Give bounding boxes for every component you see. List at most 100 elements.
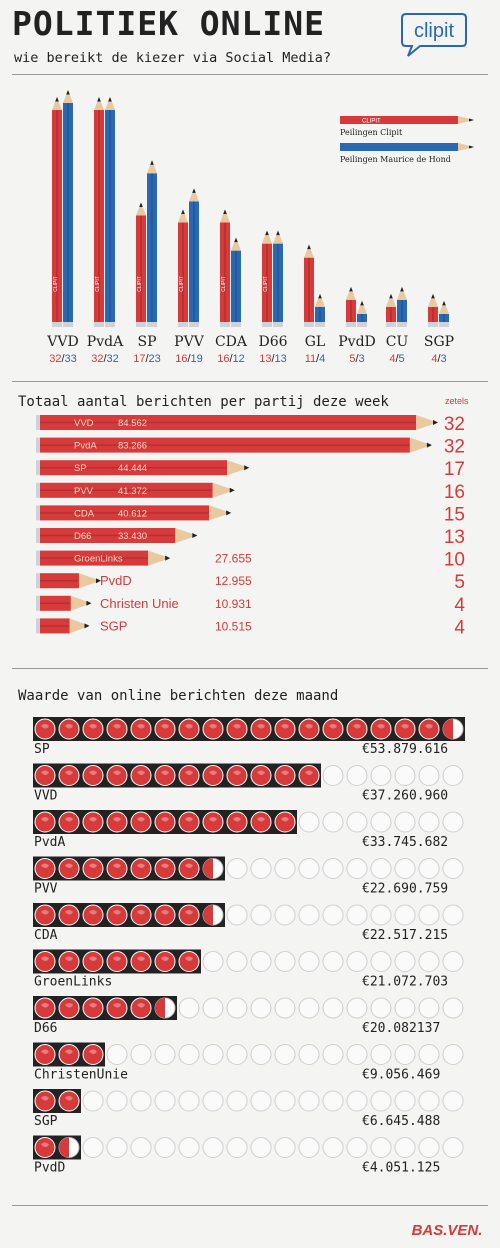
coin-row-pvda	[33, 810, 464, 834]
message-value-label: 12.955	[215, 574, 252, 588]
coin-shine	[425, 724, 433, 729]
coin-shine	[233, 817, 241, 822]
coin-full	[322, 718, 344, 740]
message-pencil-christen-unie-ferrule	[36, 595, 40, 611]
coin-shine	[281, 770, 289, 775]
seat-separator: /	[355, 353, 359, 365]
seat-separator: /	[271, 353, 275, 365]
coin-full	[130, 997, 152, 1019]
coin-empty	[442, 951, 464, 972]
messages-chart: Totaal aantal berichten per partij deze …	[0, 388, 500, 658]
category-label-cu: CU	[386, 334, 409, 350]
coin-empty	[250, 1044, 272, 1065]
coin-empty	[322, 858, 344, 879]
coin-empty	[442, 904, 464, 926]
coin-shine	[305, 724, 313, 729]
coin-full	[298, 765, 320, 786]
coin-full	[226, 765, 248, 786]
coin-shine	[89, 863, 97, 868]
coin-full	[418, 718, 440, 740]
message-pencil-pvda	[36, 437, 432, 453]
message-pencil-d66-ferrule	[36, 528, 40, 543]
coin-empty	[322, 1044, 344, 1065]
pencil-hond-gl-body	[315, 306, 325, 322]
coin-shine	[161, 770, 169, 775]
coin-empty	[322, 997, 344, 1019]
message-pencil-groenlinks-tip	[148, 550, 171, 566]
pencil-hond-pvv	[189, 188, 199, 327]
legend-label-hond: Peilingen Maurice de Hond	[340, 155, 451, 164]
coin-full	[394, 718, 416, 740]
pencil-clipit-cu	[386, 293, 396, 327]
coin-empty	[106, 1044, 128, 1065]
coin-empty	[226, 904, 248, 926]
pencil-clipit-gl-body	[304, 257, 314, 322]
coin-empty	[178, 1090, 200, 1112]
pencil-clipit-pvdd	[346, 286, 356, 327]
message-pencil-sgp-tip	[69, 618, 90, 634]
coin-empty	[154, 1090, 176, 1112]
pencil-hond-pvda-ferrule	[105, 322, 115, 327]
seat-clipit-value: 13	[259, 353, 271, 365]
coin-empty	[322, 1090, 344, 1112]
coin-half	[443, 719, 453, 739]
coin-full	[130, 951, 152, 972]
pencil-hond-pvv-tip	[189, 188, 199, 202]
seat-hond-value: 12	[233, 353, 245, 365]
message-pencil-christen-unie-lead	[86, 600, 92, 606]
coin-full	[226, 718, 248, 740]
coin-empty	[298, 951, 320, 972]
pencil-clipit-sp-ferrule	[136, 322, 146, 327]
coin-full	[34, 951, 56, 972]
coin-empty	[442, 1044, 464, 1065]
brand-text: BAS.VEN.	[412, 1222, 483, 1239]
seat-clipit-value: 4	[431, 353, 437, 365]
seat-separator: /	[229, 353, 233, 365]
seats-value: 32	[444, 437, 465, 458]
pencil-clipit-cda	[220, 209, 230, 327]
coin-half	[203, 905, 213, 925]
value-amount-label: €37.260.960	[362, 789, 448, 804]
seat-separator: /	[61, 353, 65, 365]
coin-full	[34, 1044, 56, 1065]
value-amount-label: €22.517.215	[362, 928, 448, 943]
message-party-label: CDA	[74, 508, 95, 519]
seat-label-pvv: 16/19	[175, 353, 203, 365]
seat-clipit-value: 32	[91, 353, 103, 365]
value-amount-label: €21.072.703	[362, 975, 448, 990]
coin-full	[82, 997, 104, 1019]
legend-pencil-clipit-body	[340, 116, 458, 124]
coin-shine	[41, 1049, 49, 1054]
message-pencil-sgp	[36, 618, 90, 634]
divider	[12, 381, 488, 382]
value-chart-title: Waarde van online berichten deze maand	[18, 688, 338, 704]
coin-empty	[82, 1090, 104, 1112]
pencil-clipit-cu-lead	[389, 293, 393, 299]
coin-full	[58, 765, 80, 786]
coin-empty	[154, 1044, 176, 1065]
coin-empty	[178, 997, 200, 1019]
coin-empty	[298, 858, 320, 879]
pencil-hond-cda-body	[231, 250, 241, 322]
coin-full	[202, 765, 224, 786]
pencil-hond-d66-body	[273, 243, 283, 322]
coin-full	[34, 1137, 56, 1158]
coin-row-vvd	[33, 763, 464, 788]
seats-value: 10	[444, 550, 465, 571]
legend-pencil-hond-lead	[469, 145, 474, 149]
coin-full	[154, 811, 176, 833]
message-pencil-d66-body	[40, 528, 176, 543]
coin-empty	[274, 858, 296, 879]
legend-pencil-clipit: CLIPIT	[340, 116, 474, 125]
coin-empty	[202, 997, 224, 1019]
coin-empty	[370, 1090, 392, 1112]
coin-full	[82, 951, 104, 972]
divider	[12, 74, 488, 75]
coin-empty	[274, 1044, 296, 1065]
coin-shine	[65, 1003, 73, 1008]
message-pencil-pvdd-body	[40, 573, 79, 589]
coin-empty	[346, 1090, 368, 1112]
coin-full	[178, 765, 200, 786]
coin-full	[82, 904, 104, 926]
coin-shine	[41, 770, 49, 775]
